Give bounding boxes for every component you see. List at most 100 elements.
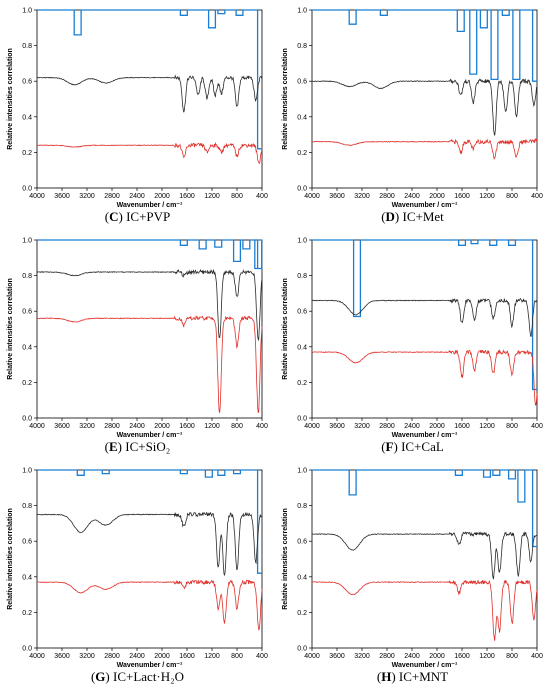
x-tick-label: 800 xyxy=(506,653,518,660)
y-tick-label: 0.2 xyxy=(22,610,32,617)
y-tick-label: 0.8 xyxy=(297,503,307,510)
panel-letter: F xyxy=(385,439,394,454)
y-tick-label: 0.6 xyxy=(22,79,32,86)
x-tick-label: 2000 xyxy=(429,653,445,660)
x-tick-label: 4000 xyxy=(304,423,320,430)
y-tick-label: 0.0 xyxy=(22,416,32,423)
y-tick-label: 0.6 xyxy=(297,539,307,546)
y-tick-label: 0.6 xyxy=(22,309,32,316)
panel-caption: (E) IC+SiO₂ xyxy=(104,439,171,454)
panel-title: IC+MNT xyxy=(395,669,449,684)
series-red-line xyxy=(311,579,538,641)
x-tick-label: 1200 xyxy=(479,653,495,660)
series-black-line xyxy=(36,74,263,113)
x-axis-label: Wavenumber / cm⁻¹ xyxy=(392,202,458,209)
x-tick-label: 4000 xyxy=(29,423,45,430)
series-blue-line xyxy=(37,239,263,270)
x-tick-label: 1600 xyxy=(179,193,195,200)
panel-caption: (H) IC+MNT xyxy=(376,669,449,684)
x-tick-label: 800 xyxy=(506,423,518,430)
y-tick-label: 0.2 xyxy=(297,150,307,157)
x-tick-label: 3200 xyxy=(354,423,370,430)
x-tick-label: 1200 xyxy=(204,193,220,200)
series-blue-line xyxy=(37,9,262,150)
x-tick-label: 2800 xyxy=(379,193,395,200)
x-axis-label: Wavenumber / cm⁻¹ xyxy=(392,432,458,439)
y-axis-label: Relative intensities correlation xyxy=(7,508,14,610)
series-blue-line xyxy=(312,469,537,548)
x-tick-label: 3200 xyxy=(354,653,370,660)
x-tick-label: 800 xyxy=(506,193,518,200)
x-tick-label: 2800 xyxy=(104,653,120,660)
x-tick-label: 400 xyxy=(531,193,543,200)
x-tick-label: 1200 xyxy=(204,423,220,430)
y-tick-label: 0.2 xyxy=(22,150,32,157)
x-tick-label: 2800 xyxy=(379,653,395,660)
y-tick-label: 0.0 xyxy=(22,186,32,193)
y-tick-label: 1.0 xyxy=(22,238,32,245)
y-tick-label: 0.0 xyxy=(297,646,307,653)
panel-caption: (F) IC+CaL xyxy=(381,439,444,454)
panel-letter: D xyxy=(385,209,395,224)
series-black-line xyxy=(311,531,538,580)
series-black-line xyxy=(36,511,263,577)
x-tick-label: 2400 xyxy=(129,423,145,430)
series-blue-line xyxy=(37,469,262,574)
y-tick-label: 0.8 xyxy=(22,273,32,280)
series-blue-line xyxy=(312,239,537,391)
panel-title: IC+SiO₂ xyxy=(122,439,171,454)
y-axis-label: Relative intensities correlation xyxy=(282,48,289,150)
x-tick-label: 4000 xyxy=(29,653,45,660)
series-black-line xyxy=(311,78,538,136)
x-tick-label: 2000 xyxy=(429,423,445,430)
x-axis-label: Wavenumber / cm⁻¹ xyxy=(392,662,458,669)
y-tick-label: 1.0 xyxy=(22,8,32,15)
x-tick-label: 1200 xyxy=(479,193,495,200)
y-tick-label: 0.4 xyxy=(22,574,32,581)
x-tick-label: 2400 xyxy=(404,423,420,430)
y-tick-label: 0.6 xyxy=(22,539,32,546)
series-red-line xyxy=(36,314,263,413)
y-tick-label: 1.0 xyxy=(297,468,307,475)
panel-title: IC+Lact·H₂O xyxy=(109,669,185,684)
y-tick-label: 0.4 xyxy=(297,574,307,581)
y-tick-label: 0.0 xyxy=(22,646,32,653)
x-tick-label: 1200 xyxy=(479,423,495,430)
y-tick-label: 0.2 xyxy=(297,380,307,387)
y-axis-label: Relative intensities correlation xyxy=(282,508,289,610)
y-tick-label: 1.0 xyxy=(22,468,32,475)
x-tick-label: 2400 xyxy=(404,653,420,660)
x-tick-label: 800 xyxy=(231,423,243,430)
x-tick-label: 3200 xyxy=(354,193,370,200)
series-red-line xyxy=(311,349,538,406)
x-tick-label: 1600 xyxy=(454,653,470,660)
y-tick-label: 0.8 xyxy=(297,273,307,280)
x-tick-label: 3600 xyxy=(329,423,345,430)
y-tick-label: 1.0 xyxy=(297,8,307,15)
x-axis-label: Wavenumber / cm⁻¹ xyxy=(117,202,183,209)
panel-caption: (C) IC+PVP xyxy=(104,209,171,224)
y-tick-label: 1.0 xyxy=(297,238,307,245)
x-tick-label: 3600 xyxy=(329,653,345,660)
panel-title: IC+Met xyxy=(399,209,444,224)
x-tick-label: 400 xyxy=(256,423,268,430)
panel-title: IC+PVP xyxy=(122,209,171,224)
y-tick-label: 0.4 xyxy=(297,344,307,351)
x-axis-label: Wavenumber / cm⁻¹ xyxy=(117,432,183,439)
series-black-line xyxy=(37,268,263,342)
x-tick-label: 800 xyxy=(231,653,243,660)
y-tick-label: 0.4 xyxy=(22,114,32,121)
y-tick-label: 0.2 xyxy=(22,380,32,387)
panel-letter: C xyxy=(109,209,119,224)
x-tick-label: 400 xyxy=(531,423,543,430)
y-tick-label: 0.0 xyxy=(297,416,307,423)
y-axis-label: Relative intensities correlation xyxy=(282,278,289,380)
x-tick-label: 2400 xyxy=(129,193,145,200)
panel-caption: (D) IC+Met xyxy=(381,209,444,224)
series-black-line xyxy=(311,297,537,338)
x-tick-label: 1600 xyxy=(454,423,470,430)
